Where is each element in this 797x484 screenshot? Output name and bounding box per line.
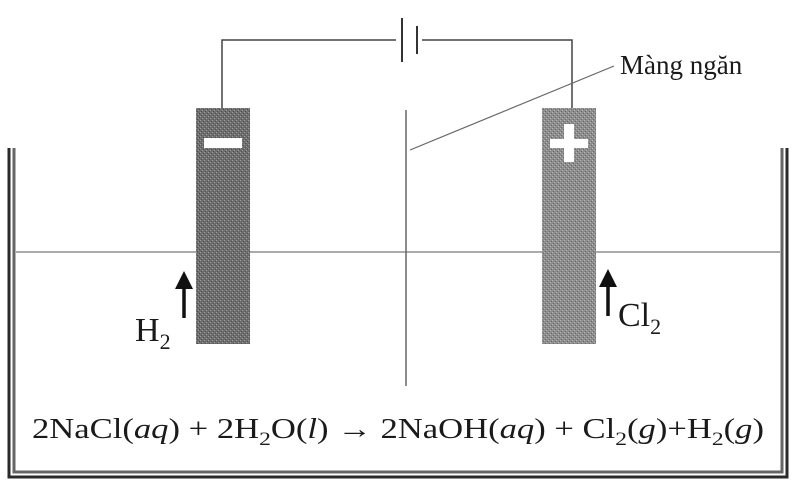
electrolysis-tank (7, 148, 789, 479)
membrane-label: Màng ngăn (620, 50, 743, 80)
h2-label: H2 (135, 312, 171, 354)
h2-symbol: H (135, 312, 160, 349)
cl2-arrow-head-icon (599, 269, 617, 287)
plus-sign-vertical (564, 124, 574, 162)
h2-subscript: 2 (160, 329, 171, 354)
left-wire (221, 39, 396, 108)
right-wire (422, 39, 573, 108)
minus-sign (204, 138, 242, 148)
cl2-label: Cl2 (618, 297, 661, 339)
circuit (221, 18, 573, 108)
chlorine-evolution: Cl2 (599, 269, 661, 339)
cl2-symbol: Cl (618, 297, 650, 334)
anode-electrode (542, 108, 596, 344)
tank-wall-inner (12, 148, 784, 474)
cathode-electrode (196, 108, 250, 344)
tank-wall-outer (7, 148, 789, 479)
cl2-subscript: 2 (650, 314, 661, 339)
reaction-equation: 2NaCl(aq) + 2H 2O(l) → 2NaOH(aq) + Cl 2(g)… (32, 414, 764, 450)
hydrogen-evolution: H2 (135, 271, 193, 354)
membrane-pointer (409, 65, 615, 151)
membrane: Màng ngăn (405, 50, 743, 386)
h2-arrow-head-icon (175, 271, 193, 289)
